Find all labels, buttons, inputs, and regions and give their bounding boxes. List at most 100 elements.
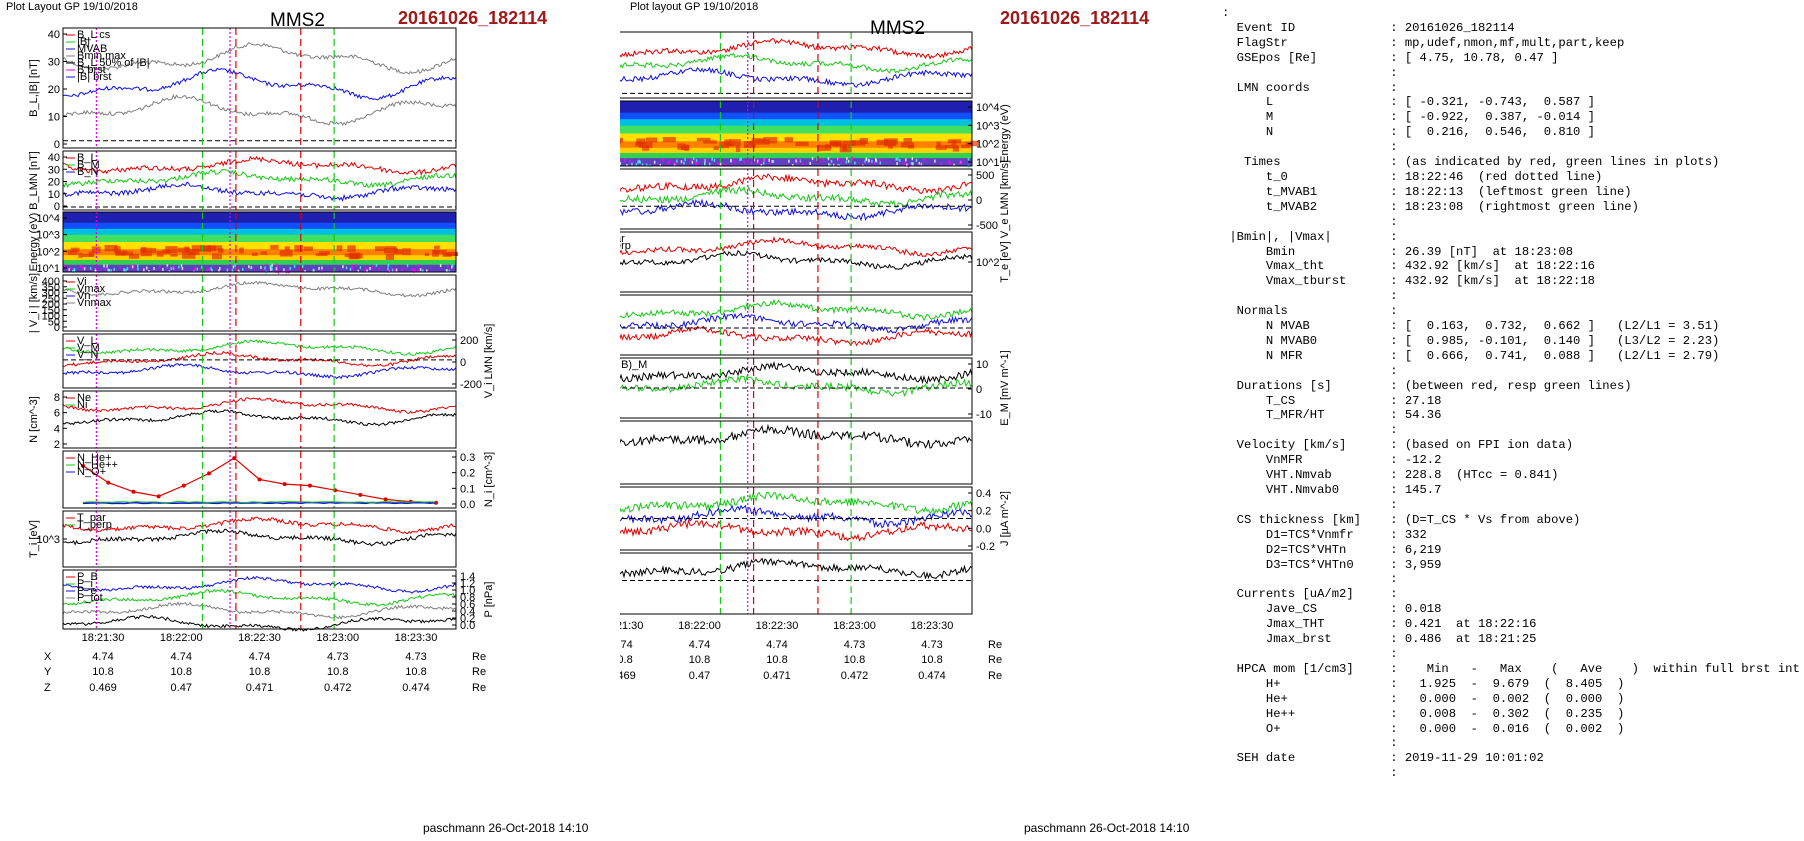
- spectrogram-noise: [847, 159, 850, 163]
- spectrogram-noise: [837, 157, 840, 161]
- y-axis-label: V_i LMN [km/s]: [483, 324, 495, 399]
- spectrogram-noise: [840, 161, 843, 165]
- series-line: [620, 236, 973, 257]
- spectrogram-band: [620, 119, 972, 127]
- x-tick-label: 18:23:00: [316, 632, 359, 644]
- spectrogram-hotspot: [151, 248, 157, 254]
- spectrogram-noise: [168, 269, 171, 273]
- spectrogram-noise: [446, 269, 448, 273]
- position-value: 10.8: [327, 666, 348, 678]
- legend-label: T_par: [620, 233, 625, 245]
- spectrogram-hotspot: [735, 145, 741, 153]
- spectrogram-band: [620, 125, 972, 134]
- spectrogram-noise: [262, 268, 265, 272]
- spectrogram-noise: [911, 157, 914, 161]
- y-tick-label: 250: [42, 293, 60, 305]
- spectrogram-noise: [816, 157, 818, 161]
- spectrogram-noise: [641, 163, 644, 167]
- spectrogram-band: [63, 264, 456, 273]
- series-line: [620, 491, 973, 516]
- spectrogram-band: [63, 228, 456, 236]
- spectrogram-hotspot: [270, 245, 279, 250]
- spectrogram-hotspot: [729, 139, 741, 146]
- info-line: Velocity [km/s] : (based on FPI ion data…: [1236, 438, 1574, 453]
- spectrogram-hotspot: [140, 250, 152, 257]
- info-line: T_MFR/HT : 54.36: [1265, 408, 1442, 423]
- y-tick-label: 0.6: [460, 599, 475, 611]
- spectrogram-hotspot: [743, 141, 756, 149]
- panel-frame: [62, 211, 457, 273]
- spectrogram-noise: [730, 159, 732, 163]
- spectrogram-noise: [828, 163, 830, 167]
- spectrogram-band: [63, 222, 456, 230]
- spectrogram-noise: [866, 160, 869, 164]
- position-value: 10.8: [921, 654, 942, 666]
- info-line: t_MVAB1 : 18:22:13 (leftmost green line): [1265, 184, 1632, 199]
- y-tick-label: 10: [976, 359, 988, 371]
- spectrogram-band: [63, 260, 456, 266]
- spectrogram-hotspot: [82, 253, 94, 257]
- panel-frame: [620, 357, 973, 419]
- spectrogram-noise: [113, 267, 115, 271]
- legend-label: P_e: [77, 585, 97, 597]
- panel-frame: [62, 150, 457, 211]
- spectrogram-noise: [451, 264, 454, 268]
- position-value: 10.8: [171, 666, 192, 678]
- spectrogram-noise: [318, 266, 320, 270]
- legend-label: Ne: [77, 392, 91, 404]
- spectrogram-noise: [717, 162, 719, 166]
- legend-label: Vnmax: [77, 297, 112, 309]
- y-tick-label: 200: [460, 335, 478, 347]
- legend-label: |B|: [77, 36, 90, 48]
- position-value: 10.8: [620, 654, 633, 666]
- y-tick-label: 1.2: [460, 578, 475, 590]
- spectrogram-noise: [363, 269, 365, 273]
- spectrogram-noise: [312, 268, 314, 272]
- panel-frame: [62, 450, 457, 509]
- spectrogram-noise: [173, 265, 175, 269]
- legend-label: P_i: [77, 578, 93, 590]
- position-value: 4.74: [620, 639, 633, 651]
- spectrogram-hotspot: [207, 245, 217, 252]
- info-line: Event ID : 20161026_182114: [1236, 20, 1515, 35]
- spectrogram-noise: [387, 263, 390, 267]
- y-axis-label: B_L,|B| [nT]: [28, 59, 40, 117]
- info-line: :: [1390, 214, 1398, 229]
- spectrogram-hotspot: [696, 137, 711, 142]
- x-tick-label: 18:23:00: [833, 620, 876, 632]
- spectrogram-noise: [659, 163, 662, 167]
- spectrogram-noise: [639, 160, 641, 164]
- spectrogram-noise: [772, 160, 775, 164]
- info-line: N : [ 0.216, 0.546, 0.810 ]: [1265, 125, 1595, 140]
- y-tick-label: 10^2: [976, 139, 1000, 151]
- info-line: D2=TCS*VHTn : 6,219: [1265, 542, 1442, 557]
- legend-label: Vi: [77, 276, 87, 288]
- legend-label: V_L: [77, 335, 97, 347]
- spectrogram-noise: [232, 265, 235, 269]
- spectrogram-hotspot: [795, 141, 809, 146]
- spectrogram-hotspot: [347, 245, 356, 252]
- spectrogram-noise: [125, 268, 127, 272]
- panel-frame: [620, 168, 973, 230]
- spectrogram-hotspot: [713, 146, 719, 150]
- y-tick-label: 0.2: [460, 613, 475, 625]
- spectrogram-noise: [743, 160, 746, 164]
- info-line: :: [1390, 572, 1398, 587]
- spectrogram-noise: [196, 267, 199, 271]
- series-line: [620, 38, 973, 60]
- series-line: [62, 409, 457, 427]
- spectrogram-noise: [218, 269, 220, 273]
- y-tick-label: 350: [42, 282, 60, 294]
- spectrogram-noise: [827, 157, 830, 161]
- info-line: :: [1390, 646, 1398, 661]
- spectrogram-noise: [211, 269, 213, 273]
- info-line: :: [1390, 289, 1398, 304]
- legend-label: |B| brst: [77, 71, 111, 83]
- position-value: 4.74: [171, 651, 192, 663]
- spectrogram-noise: [733, 159, 736, 163]
- spectrogram-noise: [871, 159, 873, 163]
- spectrogram-noise: [646, 163, 648, 167]
- spectrogram-noise: [119, 265, 121, 269]
- position-value: 0.474: [918, 670, 946, 682]
- right-plot-event-id: 20161026_182114: [1000, 8, 1150, 28]
